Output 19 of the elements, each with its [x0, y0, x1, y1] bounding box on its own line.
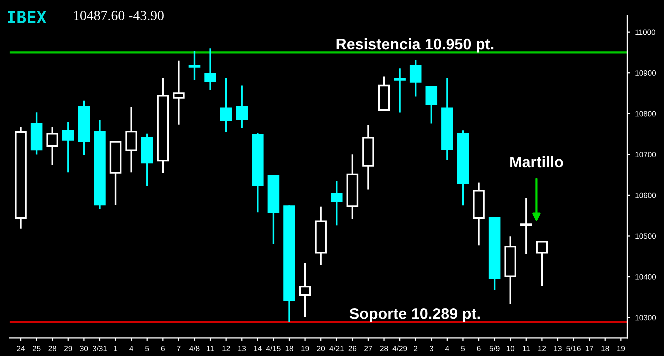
- candlestick: [204, 48, 216, 90]
- candlestick: [126, 107, 138, 173]
- chart-title: IBEX: [8, 11, 47, 24]
- ref-line-label: Soporte 10.289 pt.: [350, 308, 480, 322]
- candlestick: [46, 127, 58, 166]
- annotation: Martillo: [510, 156, 564, 168]
- candlestick: [536, 241, 548, 286]
- candlestick: [299, 263, 312, 318]
- candlestick: [394, 68, 406, 113]
- candlestick: [188, 51, 201, 80]
- candlestick: [173, 60, 185, 125]
- candlestick: [62, 122, 74, 173]
- ref-line-label: Resistencia 10.950 pt.: [336, 38, 494, 53]
- candlestick: [220, 78, 232, 132]
- candlestick: [236, 86, 248, 128]
- chart-subtitle: 10487.60 -43.90: [74, 11, 164, 21]
- candlestick: [330, 181, 343, 226]
- candlestick: [426, 86, 438, 124]
- candlestick: [410, 60, 422, 97]
